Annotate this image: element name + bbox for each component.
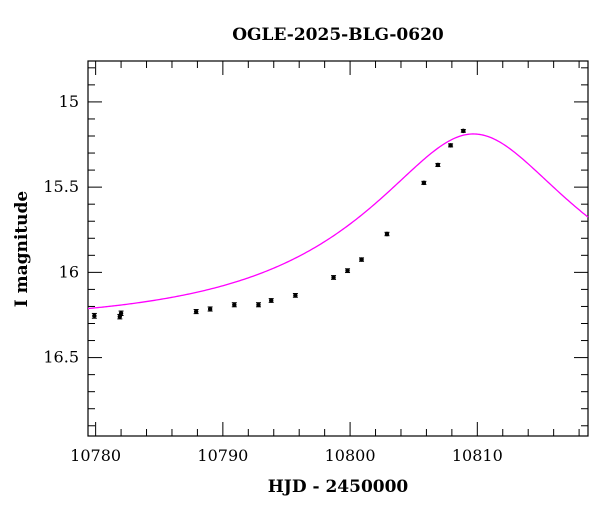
data-marker <box>331 275 336 280</box>
data-point <box>359 257 365 262</box>
data-marker <box>421 180 427 186</box>
data-point <box>118 310 124 316</box>
data-point <box>448 143 454 148</box>
x-tick-label: 10790 <box>197 446 248 465</box>
data-marker <box>359 257 364 262</box>
data-marker <box>193 309 199 314</box>
data-point <box>91 312 97 319</box>
data-point <box>331 275 337 280</box>
model-curve <box>87 133 589 310</box>
data-marker <box>448 143 453 148</box>
data-marker <box>384 231 390 237</box>
data-point <box>460 128 466 134</box>
data-marker <box>256 302 261 307</box>
data-point <box>421 180 427 186</box>
chart-title: OGLE-2025-BLG-0620 <box>232 25 444 45</box>
data-marker <box>435 162 441 168</box>
y-tick-label: 16 <box>59 262 79 281</box>
axis-ticks <box>88 61 588 436</box>
y-tick-label: 15.5 <box>43 177 79 196</box>
data-marker <box>232 302 237 307</box>
data-marker <box>118 311 124 316</box>
x-tick-label: 10780 <box>70 446 121 465</box>
y-tick-label: 16.5 <box>43 348 79 367</box>
data-point <box>255 302 261 308</box>
data-point <box>345 268 351 274</box>
data-point <box>435 162 441 168</box>
data-marker <box>207 306 213 312</box>
data-point <box>268 298 274 303</box>
data-point <box>292 293 298 298</box>
data-marker <box>269 298 274 303</box>
y-tick-label: 15 <box>59 92 79 111</box>
x-tick-label: 10810 <box>452 446 503 465</box>
y-axis-label: I magnitude <box>12 191 32 308</box>
model-curve-layer <box>87 133 589 310</box>
data-point <box>231 302 237 308</box>
data-marker <box>92 313 97 319</box>
data-point <box>193 309 199 315</box>
data-points <box>91 128 466 320</box>
x-tick-label: 10800 <box>325 446 376 465</box>
data-point <box>384 231 390 237</box>
plot-frame <box>87 60 589 437</box>
data-marker <box>293 293 298 298</box>
data-marker <box>461 128 466 134</box>
x-axis-label: HJD - 2450000 <box>268 477 409 497</box>
data-point <box>207 306 213 312</box>
data-marker <box>345 268 350 273</box>
tick-labels: 10780 10790 10800 10810 15 15.5 16 16.5 <box>43 92 502 465</box>
